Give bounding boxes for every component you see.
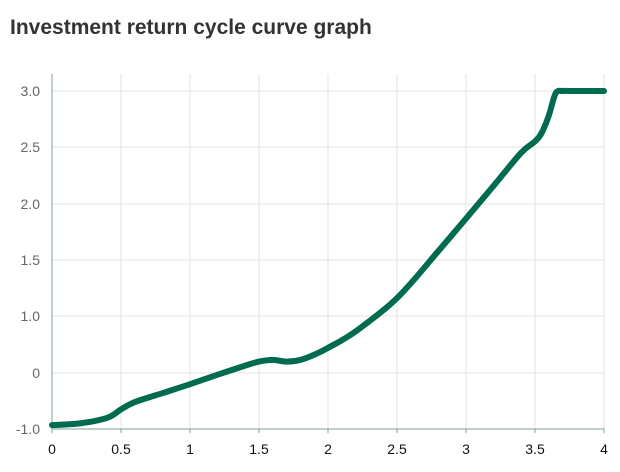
x-tick-label: 1.5 [249, 441, 269, 457]
y-tick-label: 1.5 [21, 252, 41, 268]
x-tick-label: 3.5 [525, 441, 545, 457]
y-tick-label: 2.0 [21, 196, 41, 212]
y-tick-label: 3.0 [21, 83, 41, 99]
x-tick-label: 0.5 [111, 441, 131, 457]
y-tick-label: -1.0 [16, 421, 40, 437]
x-tick-label: 2.5 [387, 441, 407, 457]
x-tick-label: 4 [600, 441, 608, 457]
x-tick-label: 1 [186, 441, 194, 457]
x-tick-label: 2 [324, 441, 332, 457]
chart-title: Investment return cycle curve graph [10, 16, 372, 39]
x-tick-label: 3 [462, 441, 470, 457]
x-tick-label: 0 [48, 441, 56, 457]
y-tick-label: 1.0 [21, 308, 41, 324]
series-line [49, 87, 607, 429]
y-tick-label: 0 [32, 365, 40, 381]
y-tick-label: 2.5 [21, 139, 41, 155]
